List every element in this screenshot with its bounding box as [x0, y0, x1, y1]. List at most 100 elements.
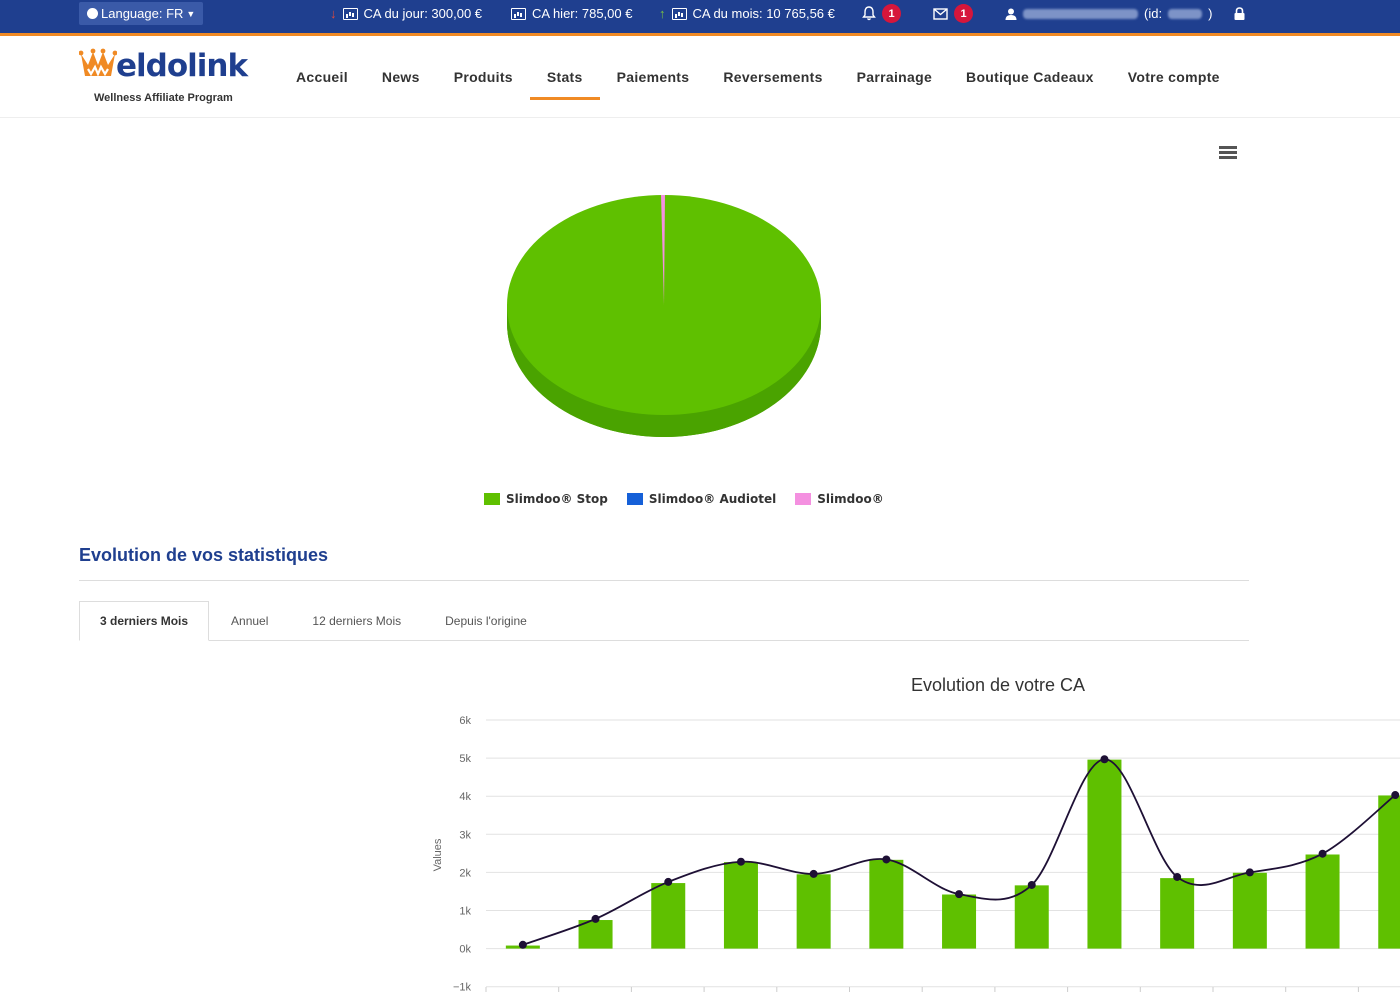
tab-label: Annuel [231, 614, 269, 628]
language-selector[interactable]: Language: FR ▼ [79, 2, 204, 25]
nav-parrainage[interactable]: Parrainage [840, 36, 949, 118]
hamburger-line [1219, 146, 1237, 149]
line-point[interactable] [591, 914, 600, 923]
legend-label: Slimdoo® Stop [506, 492, 608, 506]
ca-chart: Evolution de votre CA 6k 5k 4k 3k 2k 1k 0k −1k V… [420, 665, 1400, 1000]
legend-label: Slimdoo® [817, 492, 884, 506]
y-tick-label: 2k [459, 867, 471, 879]
tab-depuis-origine[interactable]: Depuis l'origine [423, 601, 549, 641]
ca-chart-svg: 6k 5k 4k 3k 2k 1k 0k −1k Values [432, 715, 1400, 994]
nav-label: Reversements [723, 69, 823, 85]
line-point[interactable] [1027, 880, 1036, 889]
legend-swatch [795, 493, 812, 505]
y-tick-label: 6k [459, 715, 471, 727]
tab-3-derniers-mois[interactable]: 3 derniers Mois [79, 601, 210, 641]
legend-swatch [484, 493, 500, 505]
bar[interactable] [1378, 795, 1400, 949]
notifications-badge: 1 [882, 4, 901, 23]
nav-accueil[interactable]: Accueil [279, 36, 365, 118]
nav-paiements[interactable]: Paiements [600, 36, 707, 118]
line-point[interactable] [955, 890, 964, 899]
legend-item-slimdoo-stop[interactable]: Slimdoo® Stop [484, 492, 608, 506]
pie-slice-slimdoo[interactable] [661, 194, 665, 305]
bar[interactable] [942, 894, 977, 949]
header: eldolink Wellness Affiliate Program Accu… [0, 36, 1400, 118]
nav-stats[interactable]: Stats [529, 36, 600, 118]
nav-label: Stats [546, 69, 583, 85]
bar[interactable] [578, 920, 613, 949]
globe-icon [87, 8, 98, 19]
section-title: Evolution de vos statistiques [79, 545, 329, 565]
messages-button[interactable]: 1 [933, 0, 973, 27]
bar[interactable] [1232, 872, 1267, 949]
tab-annuel[interactable]: Annuel [209, 601, 290, 641]
bar[interactable] [869, 859, 904, 949]
line-point[interactable] [1100, 755, 1109, 764]
nav-label: Accueil [296, 69, 348, 85]
tab-label: 12 derniers Mois [312, 614, 402, 628]
notifications-button[interactable]: 1 [862, 0, 901, 27]
line-point[interactable] [736, 857, 745, 866]
bar-chart-icon [342, 7, 358, 20]
ca-du-mois-label: CA du mois: 10 765,56 € [692, 6, 835, 21]
envelope-icon [933, 7, 948, 20]
ca-hier-label: CA hier: 785,00 € [532, 6, 633, 21]
bell-icon [862, 6, 876, 21]
chevron-down-icon: ▼ [186, 8, 196, 19]
ca-du-jour-label: CA du jour: 300,00 € [363, 6, 483, 21]
legend-item-slimdoo-audiotel[interactable]: Slimdoo® Audiotel [626, 492, 776, 506]
line-point[interactable] [1318, 849, 1327, 858]
user-id-redacted [1168, 8, 1203, 19]
pie-chart [500, 185, 830, 445]
nav-reversements[interactable]: Reversements [706, 36, 839, 118]
nav-news[interactable]: News [365, 36, 437, 118]
line-point[interactable] [664, 877, 673, 886]
bar[interactable] [1014, 885, 1049, 949]
messages-badge: 1 [954, 4, 973, 23]
logo-subtitle: Wellness Affiliate Program [94, 92, 233, 104]
nav-produits[interactable]: Produits [437, 36, 530, 118]
hamburger-line [1219, 151, 1237, 154]
user-id-close: ) [1208, 6, 1213, 21]
pie-chart-svg [507, 194, 821, 437]
line-point[interactable] [1245, 868, 1254, 877]
nav-boutique-cadeaux[interactable]: Boutique Cadeaux [949, 36, 1111, 118]
bar[interactable] [1160, 878, 1195, 949]
bar[interactable] [651, 883, 686, 949]
nav-label: Produits [453, 69, 513, 85]
line-point[interactable] [1391, 791, 1400, 800]
chart-menu-button[interactable] [1219, 146, 1237, 160]
ca-hier: CA hier: 785,00 € [511, 0, 632, 27]
arrow-down-icon: ↓ [330, 6, 337, 21]
bar[interactable] [796, 874, 831, 949]
nav-votre-compte[interactable]: Votre compte [1111, 36, 1237, 118]
tab-label: 3 derniers Mois [100, 614, 189, 628]
bar[interactable] [1305, 854, 1340, 949]
logout-button[interactable] [1234, 0, 1245, 27]
ca-du-mois: ↑ CA du mois: 10 765,56 € [659, 0, 835, 27]
user-icon [1005, 8, 1017, 20]
line-point[interactable] [518, 940, 527, 949]
user-account[interactable]: (id: ) [1005, 0, 1212, 27]
y-tick-label: 0k [459, 944, 471, 956]
line-point[interactable] [809, 869, 818, 878]
y-tick-label: 1k [459, 906, 471, 918]
bar[interactable] [1087, 759, 1122, 949]
nav-label: Boutique Cadeaux [966, 69, 1094, 85]
tab-12-derniers-mois[interactable]: 12 derniers Mois [290, 601, 423, 641]
nav-label: Votre compte [1127, 69, 1220, 85]
pie-legend: Slimdoo® Stop Slimdoo® Audiotel Slimdoo® [484, 492, 884, 506]
logo-wordmark: eldolink [116, 48, 248, 84]
logo[interactable]: eldolink Wellness Affiliate Program [79, 44, 254, 104]
bar-chart-icon [671, 7, 687, 20]
section-divider [79, 580, 1249, 581]
arrow-up-icon: ↑ [659, 6, 666, 21]
legend-item-slimdoo[interactable]: Slimdoo® [795, 492, 884, 506]
ca-du-jour: ↓ CA du jour: 300,00 € [330, 0, 482, 27]
top-bar: Language: FR ▼ ↓ CA du jour: 300,00 € CA… [0, 0, 1400, 33]
bar[interactable] [723, 862, 758, 949]
bar-chart-icon [511, 7, 526, 20]
line-point[interactable] [1173, 872, 1182, 881]
line-point[interactable] [882, 855, 891, 864]
y-tick-label: 4k [459, 791, 471, 803]
